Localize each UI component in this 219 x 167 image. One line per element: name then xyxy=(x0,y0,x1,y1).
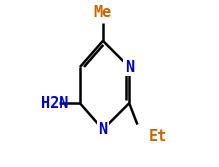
Text: Me: Me xyxy=(94,5,112,20)
Text: N: N xyxy=(125,60,134,75)
Text: H2N: H2N xyxy=(41,96,68,111)
Text: Et: Et xyxy=(149,129,167,144)
Text: N: N xyxy=(98,122,108,137)
